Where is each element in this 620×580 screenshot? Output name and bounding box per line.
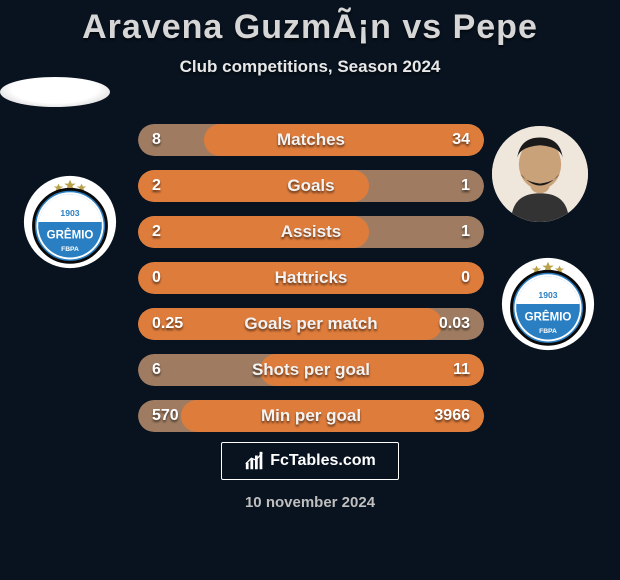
player1-club-crest: 1903 GRÊMIO FBPA (22, 174, 118, 270)
stat-right-value: 1 (428, 177, 484, 195)
stat-right-value: 0.03 (428, 315, 484, 333)
svg-text:GRÊMIO: GRÊMIO (525, 310, 572, 323)
player2-avatar (492, 126, 588, 222)
stat-row: 2Assists1 (138, 216, 484, 248)
subtitle: Club competitions, Season 2024 (0, 57, 620, 77)
stat-left-value: 0 (138, 269, 194, 287)
stat-label: Goals (194, 176, 428, 196)
brand-text: FcTables.com (270, 452, 376, 470)
stat-label: Shots per goal (194, 360, 428, 380)
stat-row: 0.25Goals per match0.03 (138, 308, 484, 340)
fctables-logo: FcTables.com (221, 442, 399, 480)
stat-right-value: 1 (428, 223, 484, 241)
stats-container: 8Matches342Goals12Assists10Hattricks00.2… (138, 124, 484, 446)
stat-label: Min per goal (194, 406, 428, 426)
player1-name: Aravena GuzmÃ¡n (82, 8, 392, 46)
stat-row: 8Matches34 (138, 124, 484, 156)
stat-left-value: 2 (138, 177, 194, 195)
stat-left-value: 6 (138, 361, 194, 379)
svg-text:1903: 1903 (538, 290, 557, 300)
svg-text:FBPA: FBPA (539, 328, 557, 335)
stat-row: 6Shots per goal11 (138, 354, 484, 386)
svg-text:1903: 1903 (60, 208, 79, 218)
svg-text:GRÊMIO: GRÊMIO (47, 228, 94, 241)
player1-avatar (0, 77, 110, 107)
stat-label: Hattricks (194, 268, 428, 288)
stat-right-value: 3966 (428, 407, 484, 425)
stat-left-value: 2 (138, 223, 194, 241)
comparison-title: Aravena GuzmÃ¡n vs Pepe (0, 0, 620, 47)
player2-name: Pepe (453, 8, 538, 46)
stat-left-value: 8 (138, 131, 194, 149)
stat-row: 2Goals1 (138, 170, 484, 202)
stat-row: 0Hattricks0 (138, 262, 484, 294)
stat-right-value: 34 (428, 131, 484, 149)
svg-text:FBPA: FBPA (61, 246, 79, 253)
vs-text: vs (402, 8, 442, 46)
stat-right-value: 0 (428, 269, 484, 287)
chart-icon (244, 450, 266, 472)
stat-left-value: 570 (138, 407, 194, 425)
player2-club-crest: 1903 GRÊMIO FBPA (500, 256, 596, 352)
stat-row: 570Min per goal3966 (138, 400, 484, 432)
date-text: 10 november 2024 (245, 494, 375, 511)
stat-label: Goals per match (194, 314, 428, 334)
stat-label: Assists (194, 222, 428, 242)
stat-right-value: 11 (428, 361, 484, 379)
stat-label: Matches (194, 130, 428, 150)
stat-left-value: 0.25 (138, 315, 194, 333)
